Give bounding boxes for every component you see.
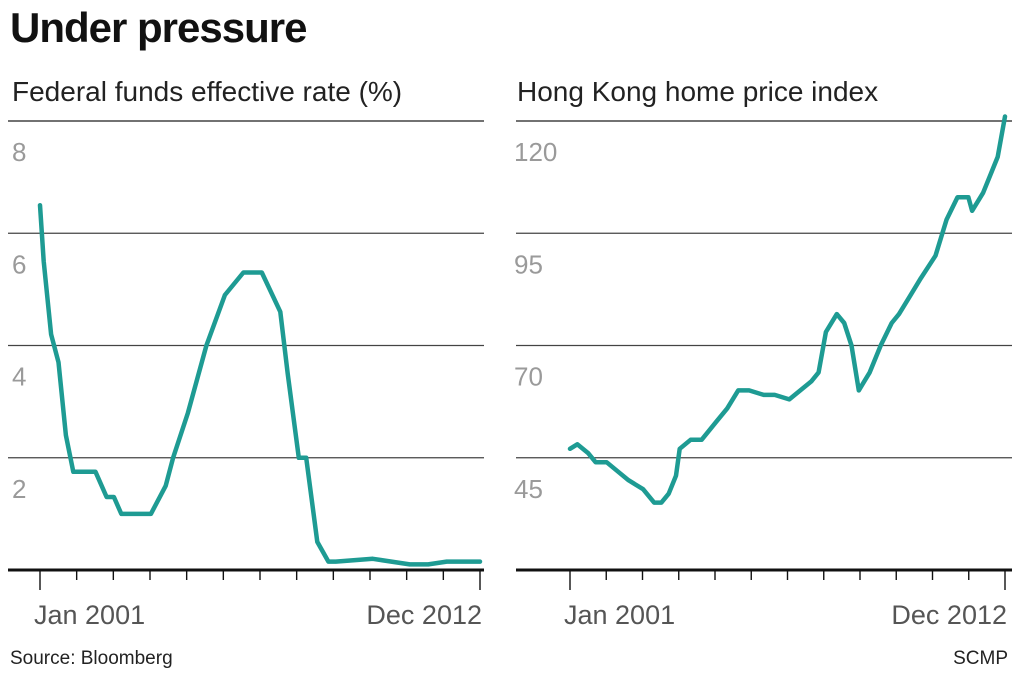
source-note: Source: Bloomberg xyxy=(10,648,173,669)
left-y-tick-label: 6 xyxy=(12,249,26,279)
left-series-line xyxy=(37,202,483,567)
right-chart-title: Hong Kong home price index xyxy=(517,76,879,107)
right-series-line xyxy=(567,114,1008,505)
right-x-tick-label-start: Jan 2001 xyxy=(564,600,675,630)
left-x-tick-label-end: Dec 2012 xyxy=(366,600,482,630)
left-x-tick-label-start: Jan 2001 xyxy=(34,600,145,630)
left-y-tick-label: 8 xyxy=(12,137,26,167)
right-y-tick-label: 45 xyxy=(514,474,543,504)
right-x-tick-label-end: Dec 2012 xyxy=(891,600,1007,630)
right-y-tick-label: 120 xyxy=(514,137,557,167)
right-y-tick-label: 70 xyxy=(514,362,543,392)
left-chart-title: Federal funds effective rate (%) xyxy=(12,76,403,107)
chart-headline: Under pressure xyxy=(10,4,307,51)
left-y-tick-label: 2 xyxy=(12,474,26,504)
left-y-tick-label: 4 xyxy=(12,362,26,392)
right-y-tick-label: 95 xyxy=(514,249,543,279)
publisher-credit: SCMP xyxy=(953,648,1008,669)
